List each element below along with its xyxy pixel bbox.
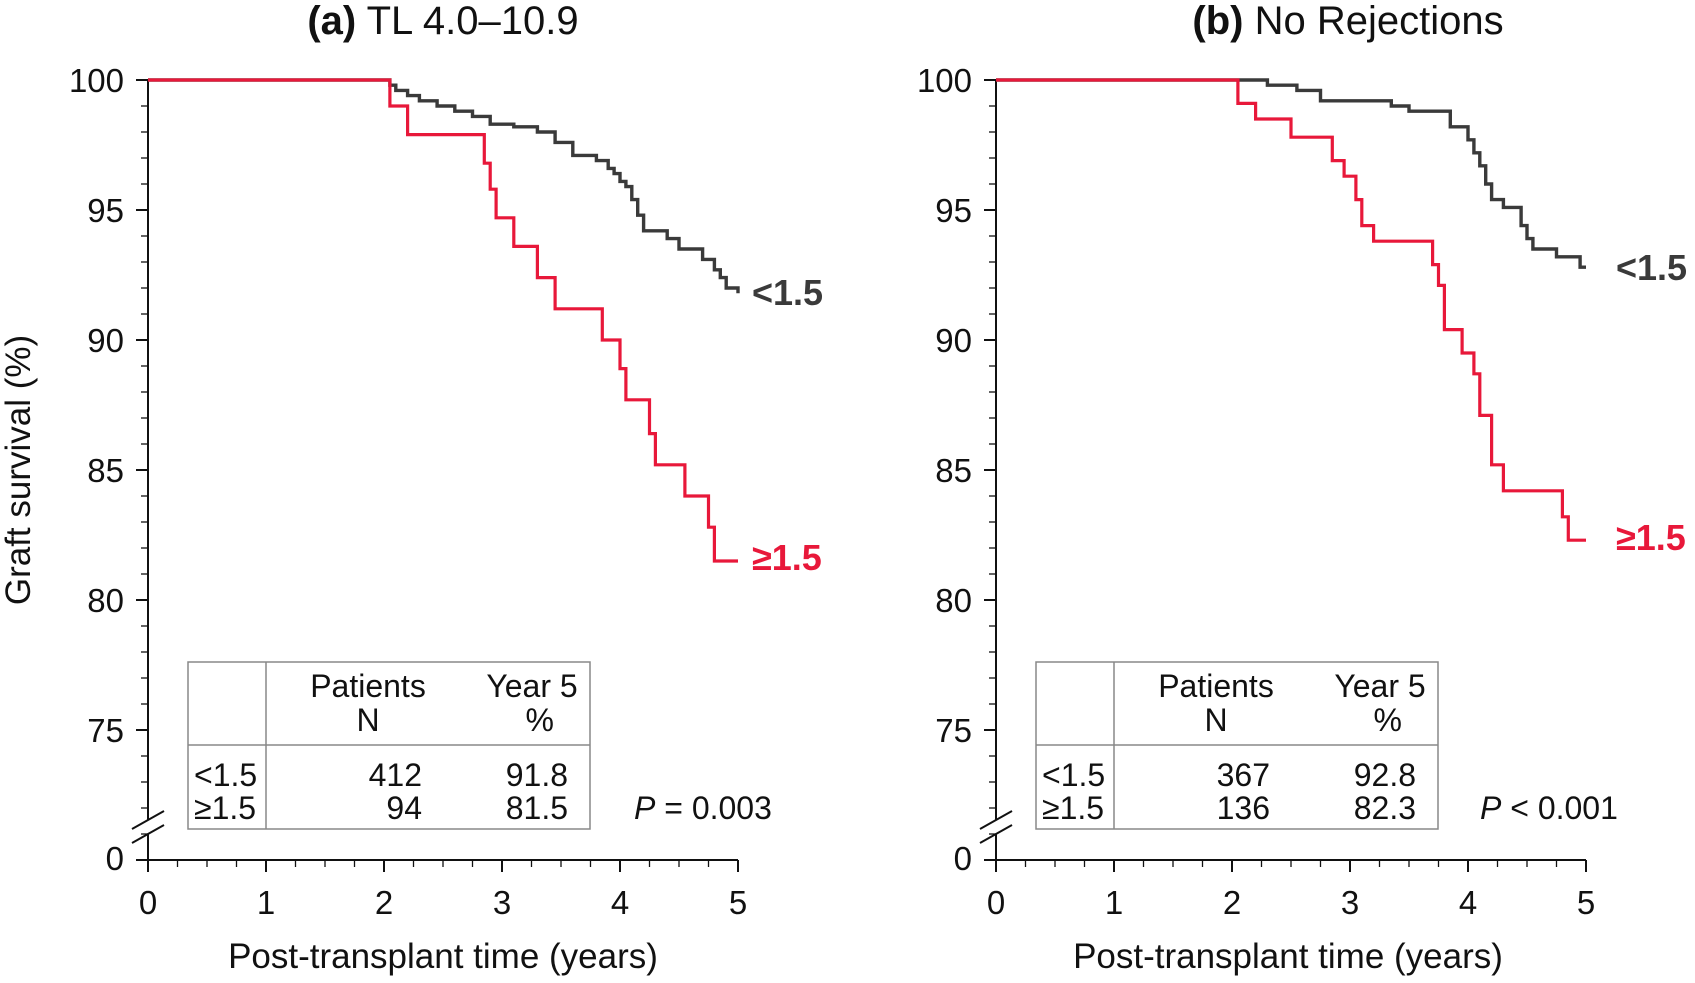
panel-b-x-tick-labels: 0 1 2 3 4 5 [987,884,1595,921]
panel-b-ytick-85: 85 [935,452,972,489]
panel-a-xtick-0: 0 [139,884,157,921]
panel-a-table-row1-year5: 91.8 [506,757,568,793]
panel-a-x-tick-labels: 0 1 2 3 4 5 [139,884,747,921]
panel-b-series [996,78,1586,542]
panel-b-y-tick-labels: 100 95 90 85 80 75 0 [917,62,972,877]
panel-b-table-header-pct: % [1374,702,1402,738]
panel-a: (a) TL 4.0–10.9 Graft survival (%) Post-… [0,0,823,976]
panel-a-table-header-pct: % [526,702,554,738]
panel-b-p-value: P < 0.001 [1480,790,1618,826]
panel-a-xtick-1: 1 [257,884,275,921]
panel-b: (b) No Rejections Post-transplant time (… [917,0,1687,976]
panel-a-curve-low [148,78,740,294]
panel-b-xtick-3: 3 [1341,884,1359,921]
panel-a-curve-high [148,78,738,563]
panel-a-ytick-85: 85 [87,452,124,489]
panel-b-table-row1-group: <1.5 [1042,757,1105,793]
panel-a-p-value: P = 0.003 [634,790,772,826]
panel-a-summary-table: Patients N Year 5 % <1.5 412 91.8 ≥1.5 9… [187,661,591,830]
panel-a-axes [131,79,739,872]
panel-b-title: (b) No Rejections [1192,0,1503,43]
panel-a-y-tick-labels: 100 95 90 85 80 75 0 [69,62,124,877]
panel-a-xtick-5: 5 [729,884,747,921]
panel-a-table-row1-patients: 412 [369,757,422,793]
panel-a-table-header-patients: Patients [310,668,426,704]
panel-a-table-row1-group: <1.5 [194,757,257,793]
panel-b-table-header-n: N [1204,702,1227,738]
panel-a-label-low: <1.5 [752,272,823,313]
panel-b-ytick-75: 75 [935,712,972,749]
panel-a-ytick-0: 0 [106,840,124,877]
panel-b-table-row1-year5: 92.8 [1354,757,1416,793]
panel-b-xtick-2: 2 [1223,884,1241,921]
panel-b-table-header-patients: Patients [1158,668,1274,704]
panel-a-ytick-75: 75 [87,712,124,749]
panel-b-curve-low [996,78,1586,269]
panel-a-ytick-100: 100 [69,62,124,99]
panel-a-title: (a) TL 4.0–10.9 [307,0,578,43]
panel-b-xtick-0: 0 [987,884,1005,921]
panel-a-table-row2-patients: 94 [386,790,422,826]
panel-a-table-header-n: N [356,702,379,738]
panel-a-ytick-95: 95 [87,192,124,229]
panel-b-table-row2-group: ≥1.5 [1042,790,1104,826]
panel-b-xtick-5: 5 [1577,884,1595,921]
panel-b-table-row2-year5: 82.3 [1354,790,1416,826]
panel-a-label-high: ≥1.5 [752,537,822,578]
panel-a-table-row2-group: ≥1.5 [194,790,256,826]
panel-b-xtick-4: 4 [1459,884,1477,921]
panel-b-label-low: <1.5 [1616,247,1687,288]
panel-a-x-axis-title: Post-transplant time (years) [228,937,658,976]
panel-b-axes [979,79,1587,872]
panel-a-xtick-2: 2 [375,884,393,921]
panel-a-table-header-year5: Year 5 [486,668,577,704]
panel-b-label-high: ≥1.5 [1616,517,1686,558]
panel-b-x-axis-title: Post-transplant time (years) [1073,937,1503,976]
panel-b-ytick-95: 95 [935,192,972,229]
panel-a-xtick-3: 3 [493,884,511,921]
panel-a-xtick-4: 4 [611,884,629,921]
panel-a-series [148,78,740,563]
panel-a-ytick-80: 80 [87,582,124,619]
panel-b-axis-break-mark [979,810,1013,830]
panel-b-curve-high [996,78,1586,542]
panel-b-ytick-100: 100 [917,62,972,99]
panel-a-ytick-90: 90 [87,322,124,359]
panel-b-ytick-90: 90 [935,322,972,359]
panel-b-table-row1-patients: 367 [1217,757,1270,793]
panel-b-table-row2-patients: 136 [1217,790,1270,826]
panel-b-ytick-0: 0 [954,840,972,877]
panel-b-ytick-80: 80 [935,582,972,619]
panel-a-table-row2-year5: 81.5 [506,790,568,826]
panel-a-y-axis-title: Graft survival (%) [0,335,38,605]
panel-b-summary-table: Patients N Year 5 % <1.5 367 92.8 ≥1.5 1… [1035,661,1439,830]
panel-b-xtick-1: 1 [1105,884,1123,921]
panel-a-axis-break-mark [131,810,165,830]
panel-b-table-header-year5: Year 5 [1334,668,1425,704]
